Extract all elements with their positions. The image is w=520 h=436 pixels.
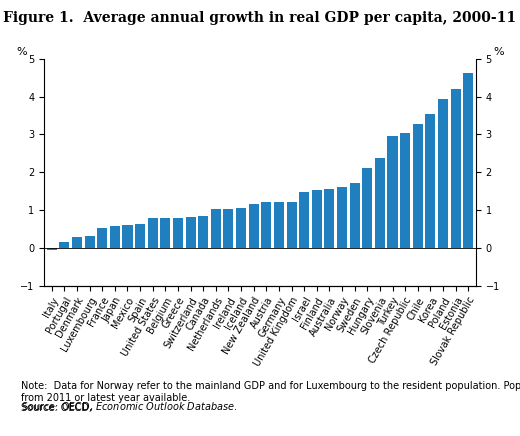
Text: Note:  Data for Norway refer to the mainland GDP and for Luxembourg to the resid: Note: Data for Norway refer to the mainl… — [21, 381, 520, 391]
Bar — [173, 218, 183, 248]
Bar — [362, 168, 372, 248]
Text: from 2011 or latest year available.: from 2011 or latest year available. — [21, 393, 190, 403]
Bar — [224, 209, 233, 248]
Bar — [375, 158, 385, 248]
Bar — [211, 209, 221, 248]
Bar — [450, 89, 461, 248]
Bar — [59, 242, 70, 248]
Text: %: % — [493, 47, 504, 57]
Bar — [135, 224, 145, 248]
Bar — [337, 187, 347, 248]
Bar — [438, 99, 448, 248]
Bar — [148, 218, 158, 248]
Bar — [400, 133, 410, 248]
Bar — [261, 202, 271, 248]
Bar — [160, 218, 171, 248]
Bar — [349, 183, 360, 248]
Bar — [122, 225, 133, 248]
Bar — [47, 248, 57, 250]
Bar — [249, 204, 259, 248]
Bar — [324, 189, 334, 248]
Bar — [425, 114, 435, 248]
Text: %: % — [16, 47, 27, 57]
Bar — [72, 237, 82, 248]
Bar — [299, 192, 309, 248]
Bar — [110, 226, 120, 248]
Bar — [312, 191, 322, 248]
Bar — [198, 216, 208, 248]
Bar — [287, 202, 296, 248]
Text: Source: OECD, $\it{Economic\ Outlook\ Database}$.: Source: OECD, $\it{Economic\ Outlook\ Da… — [21, 400, 237, 413]
Bar — [236, 208, 246, 248]
Text: Source: OECD,: Source: OECD, — [21, 403, 95, 413]
Bar — [186, 217, 196, 248]
Bar — [274, 202, 284, 248]
Bar — [387, 136, 398, 248]
Text: Figure 1.  Average annual growth in real GDP per capita, 2000-11: Figure 1. Average annual growth in real … — [4, 11, 516, 25]
Bar — [97, 228, 107, 248]
Bar — [85, 236, 95, 248]
Bar — [463, 73, 473, 248]
Bar — [413, 124, 423, 248]
